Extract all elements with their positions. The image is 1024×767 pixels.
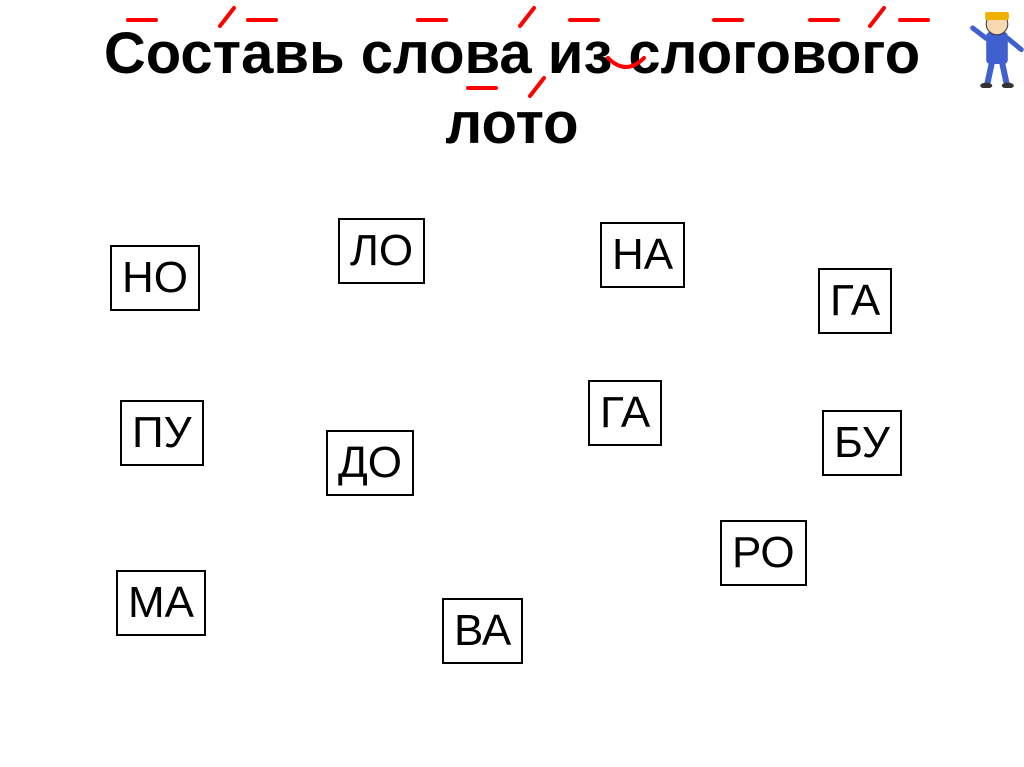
syllable-box: ЛО xyxy=(338,218,425,284)
syllable-box: НА xyxy=(600,222,685,288)
syllable-box: ГА xyxy=(818,268,892,334)
syllable-box: НО xyxy=(110,245,200,311)
page-title-line2: лото xyxy=(0,92,1024,156)
syllable-box: ВА xyxy=(442,598,523,664)
syllable-box: БУ xyxy=(822,410,902,476)
syllable-box: ГА xyxy=(588,380,662,446)
mascot-icon xyxy=(970,8,1024,88)
syllable-box: МА xyxy=(116,570,206,636)
syllable-box: РО xyxy=(720,520,807,586)
page-title: Составь слова из слогового xyxy=(0,22,1024,86)
syllable-box: ПУ xyxy=(120,400,204,466)
syllable-box: ДО xyxy=(326,430,414,496)
